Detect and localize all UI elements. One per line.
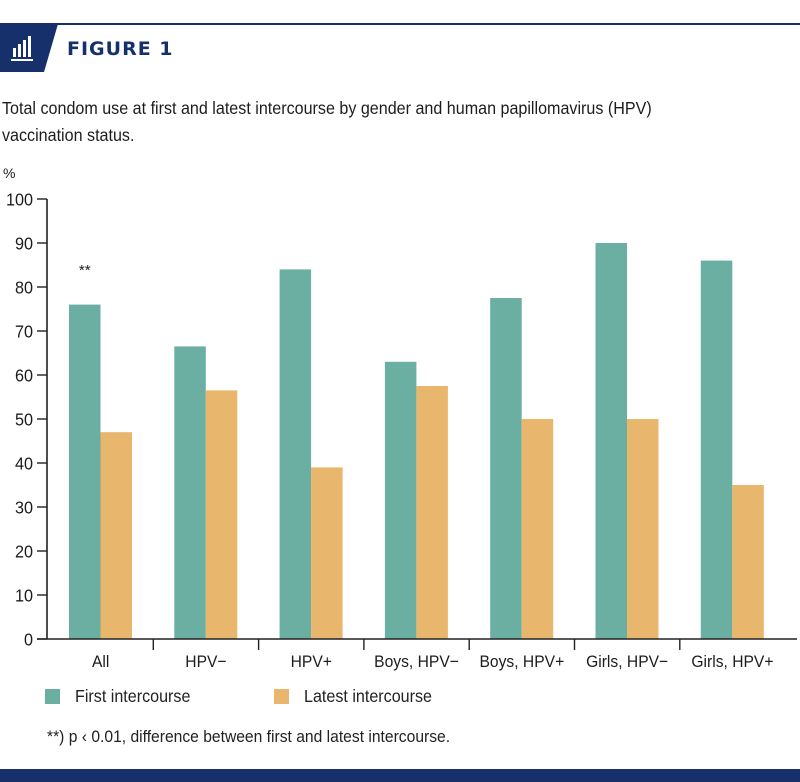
bar-first-intercourse — [595, 243, 627, 639]
bar-chart: % 0 10 20 30 40 50 60 70 80 90 100 All HPV− HPV+ Boys, … — [3, 165, 797, 671]
y-tick-label: 0 — [24, 630, 33, 650]
x-tick-label: HPV− — [185, 652, 226, 671]
y-tick-label: 90 — [15, 234, 33, 254]
figure-caption: Total condom use at first and latest int… — [2, 98, 652, 145]
y-axis-label: % — [3, 165, 15, 181]
x-tick-label: Boys, HPV− — [374, 652, 459, 671]
bar-first-intercourse — [700, 260, 733, 639]
x-tick-label: Girls, HPV− — [586, 652, 668, 671]
bar-latest-intercourse — [627, 419, 659, 639]
footnote: **) p ‹ 0.01, difference between first a… — [47, 727, 451, 746]
bar-first-intercourse — [490, 298, 522, 639]
figure-label: FIGURE 1 — [67, 38, 174, 60]
bar-first-intercourse — [174, 346, 206, 639]
y-tick-label: 80 — [15, 278, 33, 298]
bar-first-intercourse — [384, 361, 417, 639]
x-tick-label: Girls, HPV+ — [691, 652, 773, 671]
x-tick-label: All — [92, 652, 109, 671]
bottom-bar — [0, 769, 800, 782]
legend-item-first: First intercourse — [45, 686, 200, 707]
bar-latest-intercourse — [732, 485, 764, 639]
significance-annotation: ** — [79, 262, 91, 279]
legend-swatch-first — [45, 689, 60, 704]
y-tick-label: 50 — [15, 410, 33, 430]
bar-latest-intercourse — [416, 386, 448, 639]
bar-latest-intercourse — [205, 390, 238, 639]
y-tick-label: 30 — [15, 498, 33, 518]
legend-item-latest: Latest intercourse — [274, 686, 443, 707]
y-tick-label: 70 — [15, 322, 33, 342]
top-rule — [0, 23, 800, 25]
bar-latest-intercourse — [100, 432, 132, 639]
legend-label-latest: Latest intercourse — [304, 686, 433, 706]
figure-badge — [0, 24, 58, 72]
bar-chart-icon — [11, 36, 33, 61]
y-tick-label: 10 — [15, 586, 33, 606]
y-tick-label: 60 — [15, 366, 33, 386]
bar-latest-intercourse — [311, 467, 343, 639]
legend: First intercourse Latest intercourse — [45, 686, 480, 707]
y-tick-label: 40 — [15, 454, 33, 474]
bar-first-intercourse — [69, 304, 101, 639]
y-tick-label: 100 — [6, 190, 33, 210]
legend-swatch-latest — [274, 689, 290, 704]
bar-latest-intercourse — [521, 419, 554, 639]
bar-first-intercourse — [279, 269, 312, 639]
y-tick-label: 20 — [15, 542, 33, 562]
x-tick-label: HPV+ — [291, 652, 332, 671]
x-tick-label: Boys, HPV+ — [479, 652, 564, 671]
legend-label-first: First intercourse — [75, 686, 191, 706]
